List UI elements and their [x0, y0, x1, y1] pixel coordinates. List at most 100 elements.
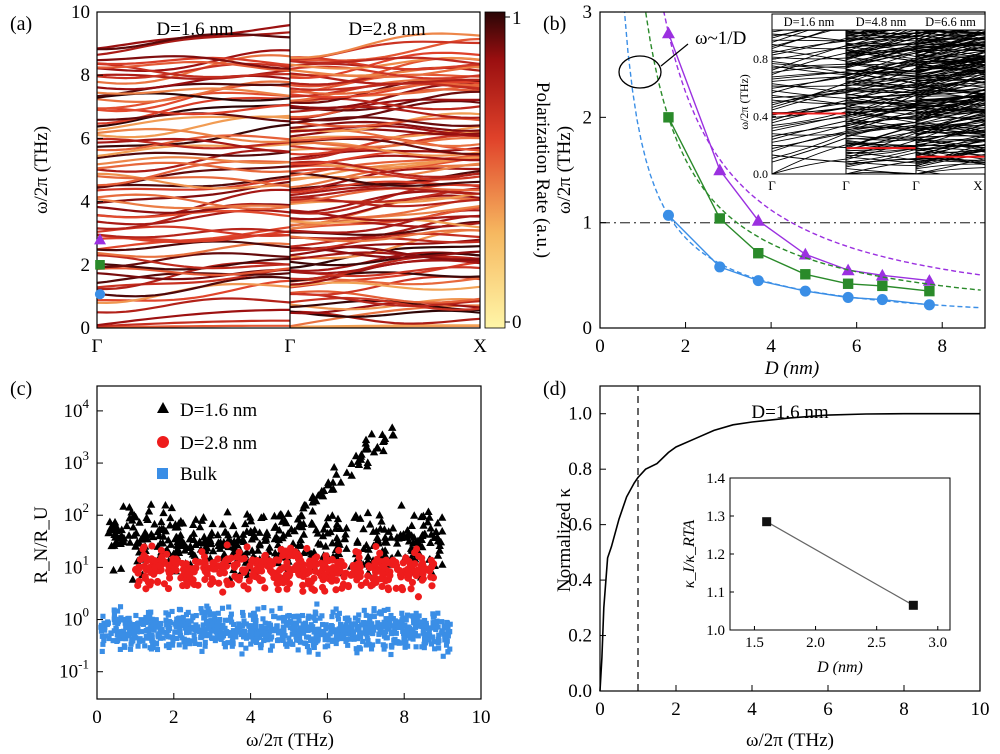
panel-c-point	[113, 625, 119, 631]
panel-c-point	[319, 621, 326, 628]
panel-c-point	[165, 520, 175, 529]
dispersion-band	[97, 161, 290, 174]
panel-c-point	[201, 615, 207, 621]
panel-c-point	[435, 610, 441, 616]
panel-b-point	[663, 112, 674, 123]
panel-c-point	[197, 516, 207, 524]
panel-c-xtick-label: 6	[323, 707, 333, 728]
panel-c-point	[408, 578, 417, 586]
panel-b-plot	[600, 12, 985, 311]
panel-c-point	[365, 520, 375, 528]
inset-b-band	[846, 122, 916, 133]
panel-b-inset: D=1.6 nm Γ D=4.8 nm Γ D=6.6 nm Γ X 0.0 0.4 0.8ω/2…	[737, 13, 986, 193]
panel-c-point	[425, 625, 431, 632]
panel-c-point	[206, 531, 215, 539]
panel-c-point	[414, 593, 422, 601]
panel-c-point	[423, 517, 432, 526]
panel-c-point	[103, 633, 109, 639]
inset-b-band	[846, 71, 916, 84]
panel-c-point	[257, 563, 265, 571]
panel-c-point	[190, 615, 196, 621]
panel-c-point	[173, 624, 179, 630]
panel-c-point	[381, 646, 387, 652]
panel-c-point	[323, 625, 329, 632]
panel-c-point	[154, 646, 161, 653]
inset-d-ytick-label: 1.4	[706, 471, 725, 487]
panel-c-point	[213, 530, 223, 539]
dispersion-band	[97, 226, 290, 251]
legend-marker-bulk	[157, 468, 168, 479]
panel-a-xtick-gamma-2: Γ	[285, 336, 296, 357]
panel-c-point	[383, 616, 389, 622]
panel-c-point	[306, 563, 314, 571]
panel-c-point	[384, 625, 390, 631]
panel-c-point	[131, 541, 140, 550]
panel-c-point	[326, 637, 332, 643]
panel-c-point	[230, 561, 238, 569]
panel-c-point	[218, 631, 224, 637]
panel-c-point	[334, 537, 343, 546]
panel-c-point	[345, 615, 351, 621]
panel-d-title: D=1.6 nm	[751, 402, 828, 423]
dispersion-band	[97, 319, 290, 328]
panel-d-ytick-label: 0.8	[568, 459, 592, 480]
panel-b-xtick-label: 6	[852, 336, 862, 357]
panel-c-point	[310, 624, 316, 630]
panel-c-point	[140, 543, 148, 551]
inset-d-xtick-label: 2.0	[806, 635, 825, 651]
panel-c-point	[403, 617, 409, 623]
panel-c-point	[142, 553, 150, 561]
panel-c-point	[130, 638, 136, 644]
panel-a-xtick-gamma-1: Γ	[92, 336, 103, 357]
inset-d-ytick-label: 1.1	[706, 585, 725, 601]
panel-c-point	[215, 610, 221, 616]
dispersion-band	[290, 290, 480, 304]
dispersion-band	[97, 254, 290, 270]
inset-b-band	[846, 112, 916, 130]
panel-c-point	[296, 633, 302, 639]
dispersion-band	[97, 62, 290, 80]
dispersion-band	[97, 137, 290, 154]
panel-c-point	[186, 641, 193, 647]
panel-c-point	[332, 627, 338, 633]
panel-c-point	[419, 644, 425, 650]
panel-c-point	[393, 630, 399, 636]
inset-b-band	[916, 163, 985, 170]
panel-c-point	[360, 638, 366, 645]
inset-b-band	[916, 116, 985, 120]
panel-c-point	[218, 564, 227, 572]
dispersion-band	[290, 246, 480, 259]
inset-b-band	[846, 30, 882, 35]
panel-c-point	[407, 632, 413, 638]
panel-c-point	[213, 627, 219, 634]
panel-c-point	[371, 577, 379, 585]
panel-a-ytick-label: 4	[81, 192, 91, 213]
panel-b-fit-curve	[663, 12, 981, 276]
panel-c-point	[399, 623, 405, 630]
dispersion-band	[290, 51, 480, 80]
inset-b-band	[916, 91, 985, 101]
panel-c-point	[367, 582, 375, 590]
panel-c-point	[295, 628, 301, 634]
inset-b-band	[916, 84, 985, 96]
panel-c-point	[349, 625, 355, 632]
panel-c-point	[141, 572, 149, 581]
inset-b-band	[846, 76, 916, 89]
inset-b-band	[772, 56, 846, 60]
dispersion-band	[97, 308, 290, 327]
panel-c-point	[145, 635, 151, 641]
panel-c-point	[201, 559, 209, 568]
panel-c-point	[231, 529, 241, 538]
panel-a-ytick-label: 8	[81, 65, 91, 86]
panel-c-point	[100, 641, 106, 647]
panel-c-point	[356, 645, 362, 651]
panel-c-point	[326, 624, 332, 630]
panel-c-point	[283, 622, 290, 628]
panel-c-point	[410, 636, 416, 642]
panel-b-annotation-arrow	[660, 43, 689, 67]
panel-c-point	[422, 617, 428, 624]
panel-c-xtick-label: 10	[472, 707, 491, 728]
panel-c-point	[229, 619, 235, 625]
panel-c-point	[427, 530, 436, 538]
dispersion-band	[97, 172, 290, 190]
